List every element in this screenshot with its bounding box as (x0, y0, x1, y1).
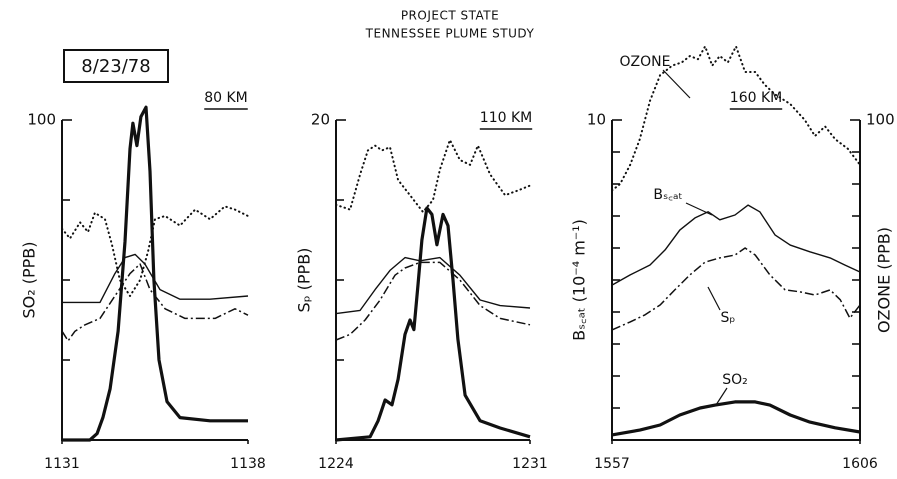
series-line (335, 206, 531, 442)
series-label-arrow (662, 69, 691, 99)
distance-label: 110 KM (480, 110, 532, 126)
series-line (611, 204, 861, 286)
series-line (61, 205, 249, 297)
y2-tick-label: 100 (866, 111, 895, 129)
y-axis-label: Sₚ (PPB) (295, 248, 314, 313)
y-tick-label: 20 (311, 111, 330, 129)
x-tick-label: 1138 (230, 456, 266, 472)
series-label: OZONE (620, 54, 671, 70)
series-line (611, 247, 861, 331)
distance-label: 80 KM (204, 90, 248, 106)
series-label: Sₚ (721, 310, 736, 326)
series-line (335, 139, 531, 213)
series-line (62, 253, 249, 304)
series-label-arrow (685, 202, 713, 216)
series-line (335, 261, 531, 341)
series-line (611, 45, 861, 192)
x-tick-label: 1606 (842, 456, 878, 472)
figure-title: PROJECT STATE (401, 9, 499, 23)
series-label-arrow (715, 387, 728, 406)
axis-line (335, 120, 530, 441)
distance-label: 160 KM (730, 90, 782, 106)
figure-subtitle: TENNESSEE PLUME STUDY (365, 27, 535, 41)
series-line (62, 105, 248, 442)
series-line (611, 400, 861, 437)
y-tick-label: 100 (27, 111, 56, 129)
series-label: Bₛ꜀ₐₜ (653, 187, 682, 203)
y2-axis-label: OZONE (PPB) (875, 227, 894, 333)
series-line (335, 256, 531, 315)
axis-line (611, 120, 861, 441)
x-tick-label: 1131 (44, 456, 80, 472)
x-tick-label: 1224 (318, 456, 354, 472)
y-tick-label: 10 (587, 111, 606, 129)
y-axis-label: SO₂ (PPB) (20, 241, 39, 318)
x-tick-label: 1231 (512, 456, 548, 472)
series-label: SO₂ (722, 372, 748, 388)
series-line (61, 263, 249, 342)
y-axis-label: Bₛ꜀ₐₜ (10⁻⁴ m⁻¹) (570, 219, 589, 341)
date-box (63, 49, 169, 83)
date-label: 8/23/78 (81, 56, 150, 77)
series-label-arrow (707, 286, 721, 311)
x-tick-label: 1557 (594, 456, 630, 472)
